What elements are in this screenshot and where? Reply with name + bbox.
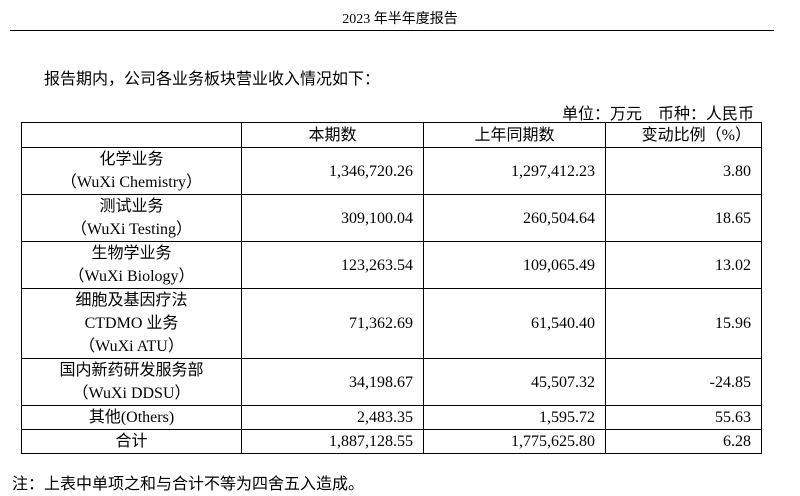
current-value-cell: 1,346,720.26	[241, 147, 424, 195]
prior-value-cell: 260,504.64	[423, 194, 606, 242]
current-value-cell: 71,362.69	[241, 288, 424, 359]
column-header	[21, 122, 242, 148]
change-percent-cell: 18.65	[605, 194, 762, 242]
column-header: 上年同期数	[423, 122, 606, 148]
current-value-cell: 123,263.54	[241, 241, 424, 289]
change-percent-cell: 6.28	[605, 429, 762, 454]
segment-name-line: （WuXi Chemistry）	[60, 174, 203, 191]
footnote: 注：上表中单项之和与合计不等为四舍五入造成。	[12, 476, 365, 493]
change-percent-cell: 3.80	[605, 147, 762, 195]
page-header-title: 2023 年半年度报告	[342, 12, 458, 27]
current-value-cell: 309,100.04	[241, 194, 424, 242]
change-percent-cell: -24.85	[605, 358, 762, 406]
prior-value-cell: 1,297,412.23	[423, 147, 606, 195]
current-value-cell: 2,483.35	[241, 405, 424, 430]
table-row: 合计 1,887,128.55 1,775,625.80 6.28	[21, 429, 762, 454]
unit-line: 单位：万元 币种：人民币	[561, 106, 754, 123]
prior-value-cell: 1,775,625.80	[423, 429, 606, 454]
segment-name-line: 合计	[115, 433, 148, 450]
segment-name-line: （WuXi ATU）	[79, 338, 184, 355]
table-row: 生物学业务 （WuXi Biology） 123,263.54 109,065.49 1…	[21, 241, 762, 289]
segment-name-line: 其他(Others)	[88, 409, 175, 426]
segment-name-line: （WuXi Testing）	[70, 221, 193, 238]
segment-name-line: 测试业务	[99, 198, 164, 215]
table-header-row: 本期数 上年同期数 变动比例（%）	[21, 122, 762, 148]
change-percent-cell: 55.63	[605, 405, 762, 430]
segment-name-cell: 生物学业务 （WuXi Biology）	[21, 241, 242, 289]
prior-value-cell: 109,065.49	[423, 241, 606, 289]
segment-name-line: 国内新药研发服务部	[59, 362, 204, 379]
change-percent-cell: 13.02	[605, 241, 762, 289]
segment-name-cell: 合计	[21, 429, 242, 454]
header-divider	[10, 30, 774, 31]
table-row: 国内新药研发服务部 （WuXi DDSU） 34,198.67 45,507.32 -2…	[21, 358, 762, 406]
table-row: 测试业务 （WuXi Testing） 309,100.04 260,504.64 18…	[21, 194, 762, 242]
prior-value-cell: 45,507.32	[423, 358, 606, 406]
segment-name-line: 细胞及基因疗法	[75, 292, 188, 309]
column-header: 本期数	[241, 122, 424, 148]
table-row: 细胞及基因疗法 CTDMO 业务 （WuXi ATU） 71,362.69 61,540…	[21, 288, 762, 359]
table-row: 其他(Others) 2,483.35 1,595.72 55.63	[21, 405, 762, 430]
change-percent-cell: 15.96	[605, 288, 762, 359]
segment-name-line: 生物学业务	[91, 245, 172, 262]
segment-name-line: CTDMO 业务	[84, 315, 179, 332]
segment-name-line: （WuXi DDSU）	[72, 385, 191, 402]
segment-name-cell: 国内新药研发服务部 （WuXi DDSU）	[21, 358, 242, 406]
segment-name-line: 化学业务	[99, 151, 164, 168]
revenue-table: 本期数 上年同期数 变动比例（%） 化学业务 （WuXi Chemistry） 1,…	[21, 122, 762, 454]
prior-value-cell: 61,540.40	[423, 288, 606, 359]
segment-name-cell: 其他(Others)	[21, 405, 242, 430]
intro-text: 报告期内，公司各业务板块营业收入情况如下：	[44, 71, 381, 88]
current-value-cell: 34,198.67	[241, 358, 424, 406]
column-header: 变动比例（%）	[605, 122, 762, 148]
segment-name-cell: 细胞及基因疗法 CTDMO 业务 （WuXi ATU）	[21, 288, 242, 359]
table-row: 化学业务 （WuXi Chemistry） 1,346,720.26 1,297,41…	[21, 147, 762, 195]
current-value-cell: 1,887,128.55	[241, 429, 424, 454]
segment-name-line: （WuXi Biology）	[68, 268, 195, 285]
segment-name-cell: 化学业务 （WuXi Chemistry）	[21, 147, 242, 195]
prior-value-cell: 1,595.72	[423, 405, 606, 430]
segment-name-cell: 测试业务 （WuXi Testing）	[21, 194, 242, 242]
